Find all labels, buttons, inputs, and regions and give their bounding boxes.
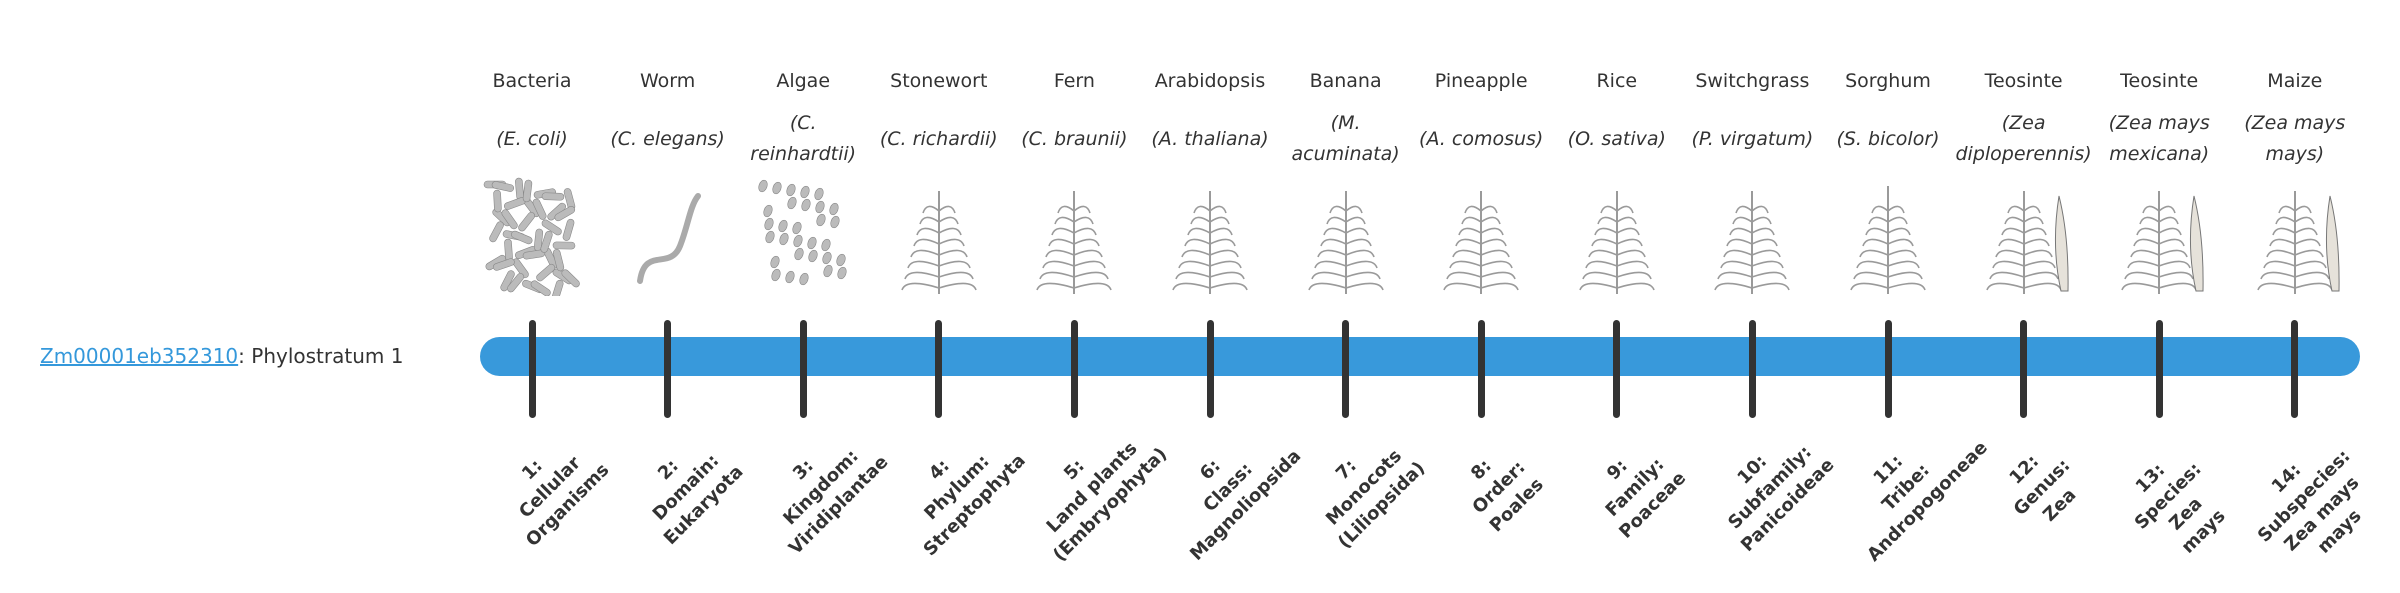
stratum-label: 7: Monocots (Liliopsida) <box>1284 408 1443 567</box>
stratum-tick <box>1477 320 1485 418</box>
organism-scientific-name: (C. elegans) <box>600 108 736 170</box>
stratum-tick <box>799 320 807 418</box>
organism-scientific-name: (Zea diploperennis) <box>1955 108 2092 170</box>
stratum-tick <box>1342 320 1350 418</box>
stratum-tick <box>1070 320 1078 418</box>
scientific-name-text: (Zea diploperennis) <box>1955 112 2092 165</box>
teosinte-mexicana-illustration <box>2091 176 2227 296</box>
scientific-name-text: (S. bicolor) <box>1836 127 1940 150</box>
scientific-name-text: (M. acuminata) <box>1291 112 1400 165</box>
scientific-name-text: (C. elegans) <box>610 127 725 150</box>
stratum-tick <box>2020 320 2028 418</box>
organism-scientific-name: (C. richardii) <box>871 108 1007 170</box>
stratum-tick <box>664 320 672 418</box>
teosinte-illustration <box>1956 176 2092 296</box>
scientific-name-text: (A. thaliana) <box>1151 127 1269 150</box>
organism-common-name: Sorghum <box>1845 70 1931 92</box>
organism-common-name: Banana <box>1309 70 1382 92</box>
stratum-tick <box>2155 320 2163 418</box>
stratum-tick <box>1748 320 1756 418</box>
banana-illustration <box>1278 176 1414 296</box>
stratum-label: 2: Domain: Eukaryota <box>606 408 765 567</box>
gene-id-link[interactable]: Zm00001eb352310 <box>40 344 239 368</box>
pineapple-illustration <box>1413 176 1549 296</box>
scientific-name-text: (Zea mays mexicana) <box>2108 112 2210 165</box>
organism-common-name: Rice <box>1596 70 1638 92</box>
stratum-tick <box>1206 320 1214 418</box>
organism-scientific-name: (Zea mays mays) <box>2227 108 2363 170</box>
scientific-name-text: (O. sativa) <box>1567 127 1666 150</box>
stratum-label: 5: Land plants (Embryophyta) <box>1013 408 1172 567</box>
scientific-name-text: (E. coli) <box>496 127 568 150</box>
scientific-name-text: (C. richardii) <box>879 127 998 150</box>
bacteria-illustration <box>464 176 600 302</box>
organism-common-name: Maize <box>2267 70 2323 92</box>
scientific-name-text: (A. comosus) <box>1419 127 1544 150</box>
stratum-tick <box>1613 320 1621 418</box>
organism-scientific-name: (P. virgatum) <box>1684 108 1820 170</box>
organism-common-name: Bacteria <box>492 70 572 92</box>
stratum-label: 12: Genus: Zea <box>1962 408 2121 567</box>
organism-common-name: Teosinte <box>2120 70 2199 92</box>
stratum-label: 3: Kingdom: Viridiplantae <box>742 408 901 567</box>
maize-illustration <box>2227 176 2363 296</box>
organism-scientific-name: (C. braunii) <box>1006 108 1142 170</box>
organism-common-name: Algae <box>776 70 831 92</box>
organism-common-name: Worm <box>639 70 696 92</box>
stratum-label: 4: Phylum: Streptophyta <box>877 408 1036 567</box>
sorghum-illustration <box>1820 176 1956 296</box>
organism-scientific-name: (M. acuminata) <box>1278 108 1414 170</box>
worm-illustration <box>600 176 736 296</box>
gene-phylostratum-label: Zm00001eb352310: Phylostratum 1 <box>40 340 403 372</box>
organism-scientific-name: (C. reinhardtii) <box>735 108 871 170</box>
phylostrata-timeline-bar <box>480 337 2360 376</box>
stratum-tick <box>528 320 536 418</box>
stonewort-illustration <box>871 176 1007 296</box>
stratum-label: 13: Species: Zea mays <box>2089 417 2266 593</box>
algae-illustration <box>735 176 871 296</box>
stratum-label: 1: Cellular Organisms <box>470 408 629 567</box>
organism-common-name: Stonewort <box>890 70 988 92</box>
organism-scientific-name: (A. comosus) <box>1413 108 1549 170</box>
stratum-label: 9: Family: Poaceae <box>1555 408 1714 567</box>
stratum-label: 14: Subspecies: Zea mays mays <box>2224 417 2400 593</box>
scientific-name-text: (C. reinhardtii) <box>750 112 857 165</box>
organism-common-name: Pineapple <box>1434 70 1528 92</box>
switchgrass-illustration <box>1684 176 1820 296</box>
organism-common-name: Fern <box>1053 70 1095 92</box>
stratum-label: 11: Tribe: Andropogoneae <box>1826 408 1992 567</box>
organism-common-name: Switchgrass <box>1695 70 1810 92</box>
stratum-label: 10: Subfamily: Panicoideae <box>1691 408 1850 567</box>
stratum-tick <box>935 320 943 418</box>
organism-common-name: Arabidopsis <box>1154 70 1266 92</box>
phylostratum-text: : Phylostratum 1 <box>238 344 404 368</box>
arabidopsis-illustration <box>1142 176 1278 296</box>
organism-scientific-name: (S. bicolor) <box>1820 108 1956 170</box>
stratum-tick <box>2291 320 2299 418</box>
rice-illustration <box>1549 176 1685 296</box>
organism-scientific-name: (Zea mays mexicana) <box>2091 108 2227 170</box>
fern-illustration <box>1006 176 1142 296</box>
scientific-name-text: (Zea mays mays) <box>2244 112 2346 165</box>
organism-scientific-name: (O. sativa) <box>1549 108 1685 170</box>
stratum-label: 8: Order: Poales <box>1420 408 1579 567</box>
scientific-name-text: (P. virgatum) <box>1691 127 1814 150</box>
organism-scientific-name: (A. thaliana) <box>1142 108 1278 170</box>
stratum-label: 6: Class: Magnoliopsida <box>1148 408 1307 567</box>
organism-scientific-name: (E. coli) <box>464 108 600 170</box>
stratum-tick <box>1884 320 1892 418</box>
scientific-name-text: (C. braunii) <box>1021 127 1128 150</box>
organism-common-name: Teosinte <box>1984 70 2063 92</box>
